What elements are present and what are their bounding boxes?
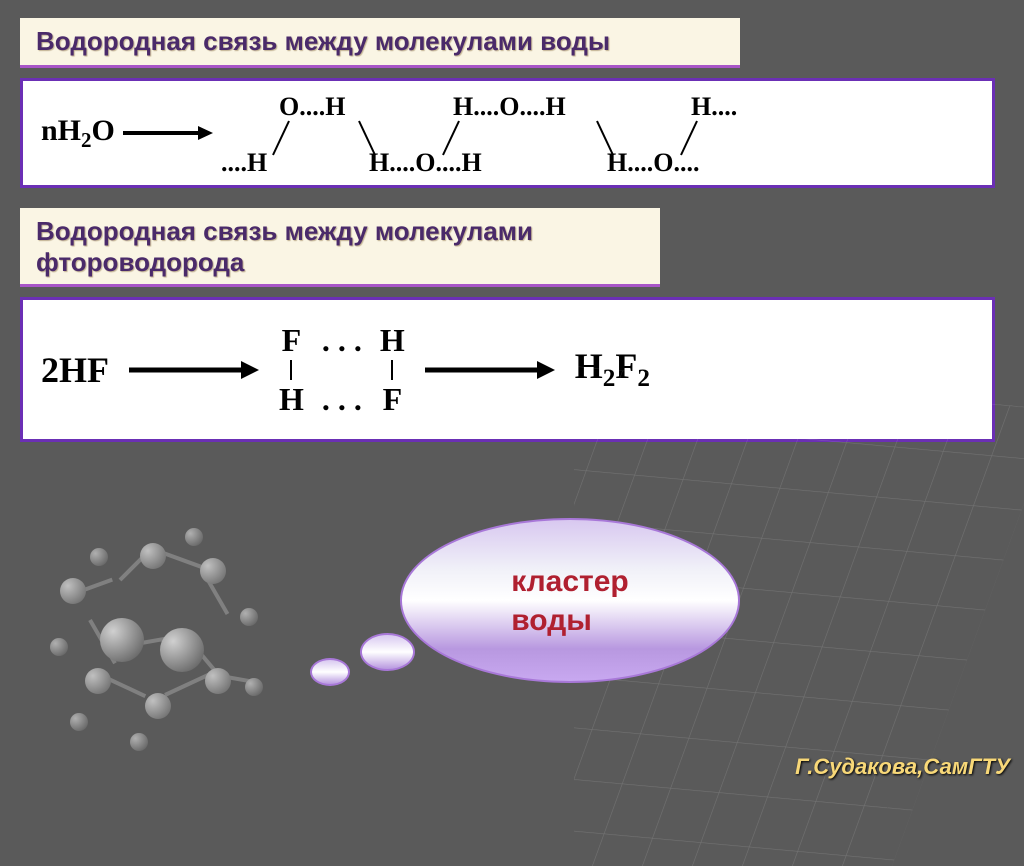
header-hf-line2: фтороводорода [36,247,644,278]
header-hf-line1: Водородная связь между молекулами [36,216,644,247]
bubble-tail-2 [360,633,415,671]
h2f2-f: F [615,346,637,386]
dots-bot: . . . [322,380,362,418]
diagram-hf: 2HF F H . . . . . . H F H2F2 [20,297,995,442]
formula-h2f2: H2F2 [575,345,650,393]
svg-text:H....O....H: H....O....H [369,148,482,177]
h2f2-sub2: 2 [637,366,650,393]
arrow-icon [425,359,555,381]
arrow-icon [129,359,259,381]
molecule-cluster [30,518,290,758]
header-hf: Водородная связь между молекулами фторов… [20,208,660,287]
svg-text:H....: H.... [691,93,737,121]
header-water: Водородная связь между молекулами воды [20,18,740,68]
formula-sub: 2 [81,128,92,152]
svg-text:....H: ....H [221,148,267,177]
h2f2-h: H [575,346,603,386]
bubble-line1: кластер [511,562,629,601]
formula-nh2o: nH2O [41,114,115,153]
formula-prefix: nH [41,114,81,147]
atom-h-top: H [380,321,405,359]
svg-text:H....O....H: H....O....H [453,93,566,121]
arrow-icon [123,123,213,143]
dots-top: . . . [322,321,362,359]
atom-f-top: F [282,321,302,359]
formula-suffix: O [92,114,115,147]
author-credit: Г.Судакова,СамГТУ [795,754,1010,780]
water-zigzag: O....H H....O....H H.... ....H H....O...… [221,93,974,173]
bubble-tail-1 [310,658,350,686]
header-water-text: Водородная связь между молекулами воды [36,26,610,56]
hf-structure: F H . . . . . . H F [279,321,405,418]
atom-h-bot: H [279,380,304,418]
formula-2hf: 2HF [41,349,109,391]
h2f2-sub1: 2 [603,366,616,393]
cluster-bubble: кластер воды [400,518,740,683]
diagram-water: nH2O O....H H....O....H H.... ....H H...… [20,78,995,188]
bubble-line2: воды [511,601,629,640]
atom-f-bot: F [383,380,403,418]
svg-text:H....O....: H....O.... [607,148,699,177]
svg-text:O....H: O....H [279,93,345,121]
